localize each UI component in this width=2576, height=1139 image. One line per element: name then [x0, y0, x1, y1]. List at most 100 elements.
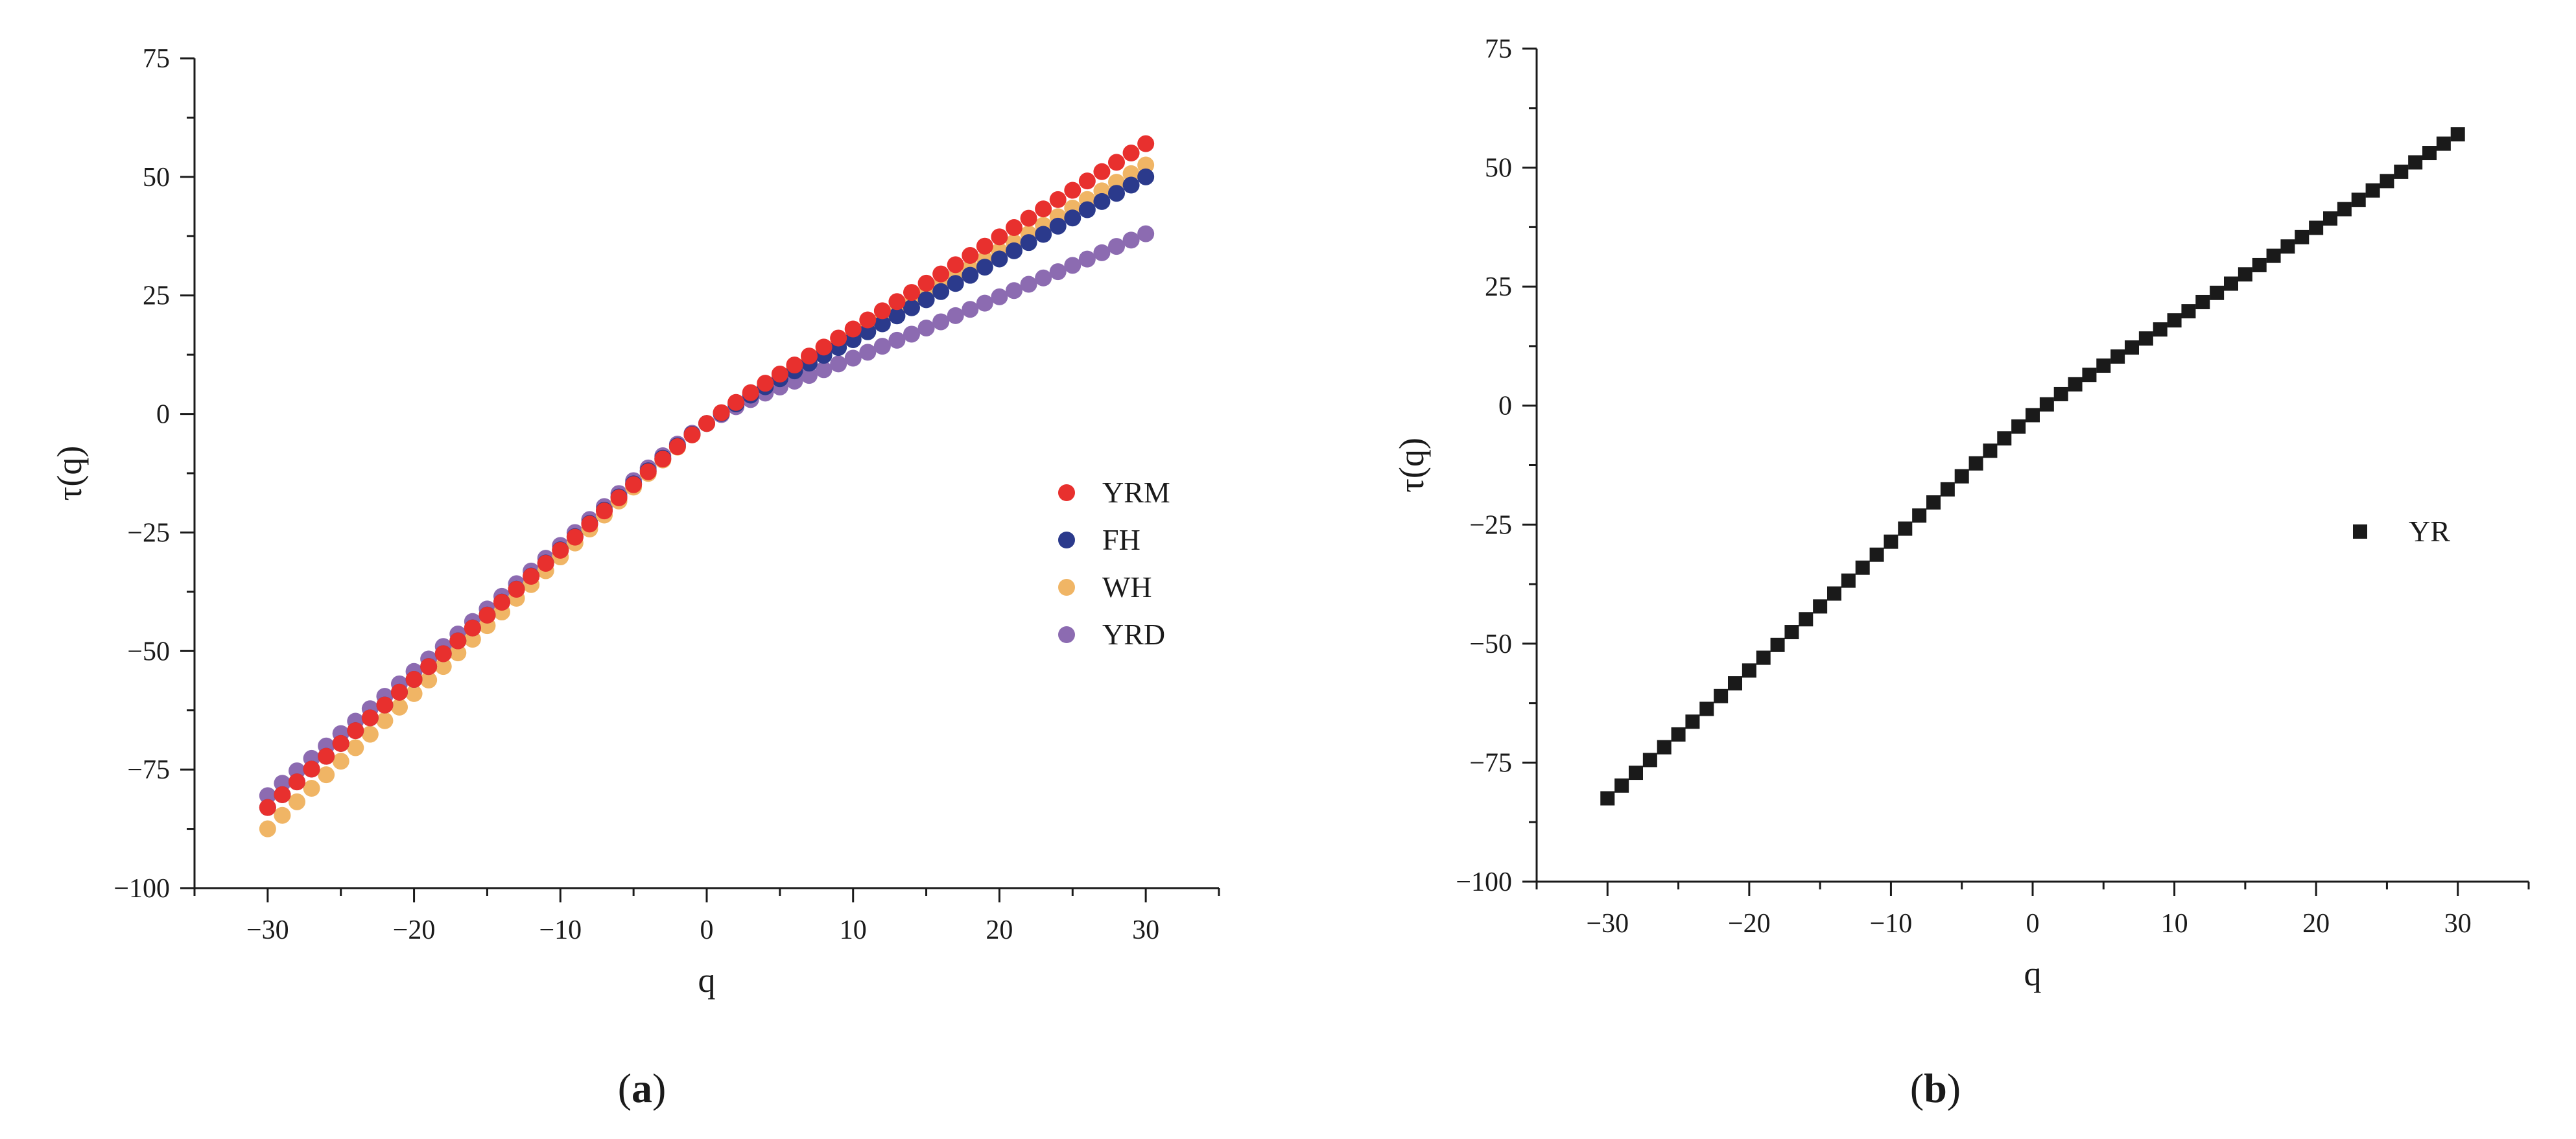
data-point-yrm — [493, 593, 510, 611]
data-point-fh — [991, 250, 1008, 268]
legend-marker — [1058, 532, 1075, 548]
data-point-yr — [1614, 778, 1629, 793]
y-tick-label: −25 — [127, 518, 170, 548]
data-point-fh — [917, 291, 935, 309]
data-point-yrm — [976, 237, 993, 255]
data-point-yrd — [962, 301, 979, 318]
data-point-yr — [2224, 276, 2238, 291]
data-point-wh — [289, 793, 305, 810]
data-point-yrm — [449, 632, 467, 650]
data-point-yr — [1728, 676, 1742, 691]
data-point-yr — [2394, 164, 2409, 179]
data-point-yrm — [479, 606, 496, 624]
data-point-yr — [2280, 239, 2295, 254]
data-point-yrm — [727, 393, 745, 411]
data-point-yrd — [1078, 250, 1096, 268]
data-point-yrm — [1035, 200, 1052, 218]
data-point-yrm — [786, 357, 803, 374]
x-tick-label: −10 — [539, 915, 582, 945]
legend-label: FH — [1102, 523, 1140, 556]
data-point-yr — [2337, 202, 2352, 217]
data-point-yrm — [1093, 163, 1111, 180]
data-point-yrm — [420, 658, 438, 675]
data-point-wh — [1137, 156, 1155, 174]
data-point-yrm — [859, 311, 877, 329]
data-point-yr — [2450, 127, 2465, 142]
legend-label: YRD — [1102, 618, 1165, 651]
data-point-yr — [2351, 193, 2366, 207]
data-point-yrm — [991, 228, 1008, 246]
data-point-yrm — [668, 438, 686, 456]
data-point-fh — [1006, 242, 1022, 259]
data-point-yrm — [1020, 209, 1037, 227]
data-point-yr — [2039, 397, 2054, 412]
data-point-yrm — [508, 581, 525, 598]
data-point-yr — [1657, 740, 1672, 755]
data-point-yr — [1813, 599, 1828, 614]
data-point-yr — [1629, 766, 1643, 781]
data-point-fh — [1078, 201, 1096, 218]
data-point-yrm — [1078, 172, 1096, 190]
data-point-yr — [2096, 358, 2111, 373]
data-point-fh — [1020, 234, 1037, 252]
x-axis-title: q — [2024, 954, 2042, 993]
data-point-yrm — [581, 515, 598, 533]
data-point-yrm — [391, 683, 408, 701]
y-tick-label: 75 — [1485, 34, 1512, 64]
data-point-yrm — [1049, 191, 1067, 208]
data-point-yrm — [654, 451, 672, 468]
data-point-yrm — [1006, 219, 1022, 237]
y-tick-label: 50 — [1485, 154, 1512, 183]
y-tick-label: −100 — [1456, 867, 1512, 897]
data-point-yrm — [347, 722, 364, 740]
data-point-yrm — [962, 247, 979, 264]
y-tick-label: −75 — [1469, 748, 1512, 778]
data-point-yrd — [1122, 231, 1140, 249]
data-point-wh — [361, 725, 379, 743]
data-point-yrm — [888, 293, 906, 311]
data-point-fh — [1049, 217, 1067, 235]
data-point-fh — [859, 323, 877, 340]
legend-marker — [1058, 484, 1075, 501]
data-point-yrm — [332, 734, 349, 752]
y-tick-label: 50 — [143, 163, 170, 193]
data-point-yr — [1869, 547, 1884, 562]
data-point-yrm — [537, 554, 554, 572]
y-tick-label: 25 — [143, 281, 170, 311]
x-tick-label: 0 — [700, 915, 714, 945]
data-point-wh — [347, 739, 364, 757]
data-point-yrm — [771, 366, 788, 383]
data-point-yr — [1714, 688, 1729, 703]
data-point-yrm — [610, 489, 628, 506]
data-point-yr — [1912, 508, 1927, 523]
y-axis-title: τ(q) — [1392, 438, 1431, 493]
data-point-yr — [1671, 727, 1686, 742]
x-tick-label: −30 — [1586, 909, 1629, 939]
data-point-yr — [1940, 482, 1955, 497]
data-point-yrm — [361, 709, 379, 727]
data-point-yrm — [523, 568, 540, 585]
data-point-yrm — [917, 274, 935, 292]
data-point-yr — [2181, 304, 2196, 319]
data-point-yrm — [625, 476, 643, 493]
data-point-yrm — [757, 375, 774, 392]
y-tick-label: −50 — [1469, 629, 1512, 659]
y-tick-label: −25 — [1469, 510, 1512, 540]
data-point-fh — [1108, 185, 1125, 202]
data-point-yr — [1997, 431, 2012, 446]
data-point-fh — [1122, 176, 1140, 194]
y-tick-label: 25 — [1485, 272, 1512, 302]
data-point-yr — [2436, 136, 2451, 151]
y-tick-label: −100 — [113, 874, 170, 904]
data-point-yrm — [742, 384, 759, 401]
data-point-fh — [1137, 168, 1155, 185]
data-point-wh — [391, 698, 408, 716]
data-point-yrm — [259, 799, 276, 816]
data-point-yrd — [903, 325, 920, 343]
data-point-wh — [405, 685, 423, 702]
data-point-yr — [1841, 573, 1856, 588]
data-point-fh — [976, 259, 993, 276]
x-tick-label: 10 — [840, 915, 867, 945]
